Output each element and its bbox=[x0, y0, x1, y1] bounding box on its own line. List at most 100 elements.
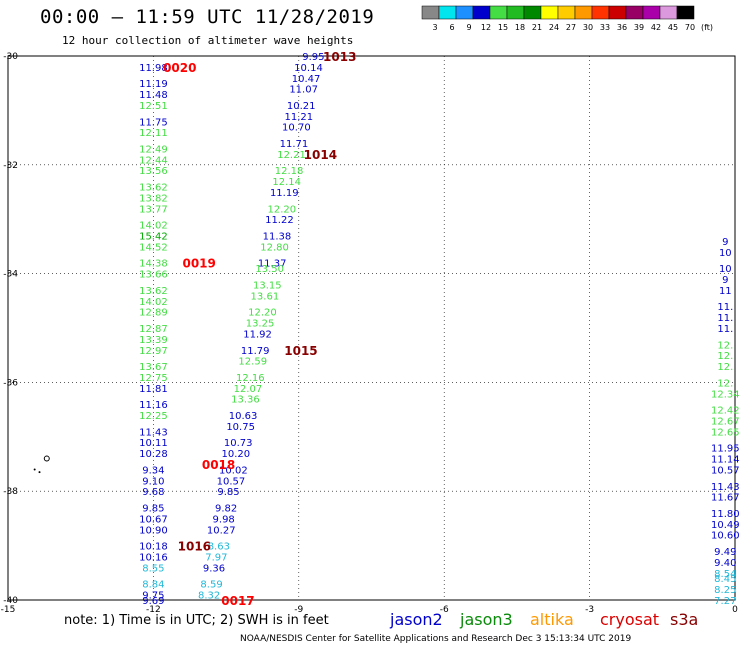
colorbar-label: 3 bbox=[432, 23, 437, 32]
x-tick-label: 0 bbox=[732, 605, 738, 615]
credit-line: NOAA/NESDIS Center for Satellite Applica… bbox=[240, 634, 632, 644]
swh-label: 9.98 bbox=[213, 514, 235, 525]
swh-label: 11.98 bbox=[139, 63, 168, 74]
swh-label: 12.75 bbox=[139, 373, 168, 384]
swh-label: 8.45 bbox=[714, 574, 736, 585]
swh-label: 12.87 bbox=[139, 324, 168, 335]
swh-label: 13.15 bbox=[253, 280, 282, 291]
colorbar-swatch bbox=[642, 5, 661, 20]
swh-label: 11.48 bbox=[139, 90, 168, 101]
colorbar-swatch bbox=[506, 5, 525, 20]
swh-label: 13.39 bbox=[139, 335, 168, 346]
swh-label: 11.21 bbox=[284, 112, 313, 123]
swh-label: 12. bbox=[717, 351, 733, 362]
swh-label: 13.77 bbox=[139, 204, 168, 215]
colorbar-swatch bbox=[540, 5, 559, 20]
colorbar-swatch bbox=[455, 5, 474, 20]
swh-label: 9 bbox=[722, 275, 728, 286]
colorbar-swatch bbox=[659, 5, 678, 20]
x-tick-label: -3 bbox=[585, 605, 594, 615]
time-label: 0020 bbox=[163, 61, 196, 75]
swh-label: 11.14 bbox=[711, 455, 740, 466]
swh-label: 13.82 bbox=[139, 193, 168, 204]
swh-label: 11.19 bbox=[139, 79, 168, 90]
y-tick-label: -40 bbox=[3, 596, 18, 606]
swh-label: 12.07 bbox=[234, 384, 263, 395]
island-icon bbox=[43, 455, 50, 462]
swh-label: 8.25 bbox=[714, 585, 736, 596]
swh-label: 11.71 bbox=[280, 139, 309, 150]
swh-label: 12.80 bbox=[260, 242, 289, 253]
swh-label: 14.52 bbox=[139, 242, 168, 253]
swh-label: 12.89 bbox=[139, 308, 168, 319]
swh-label: 8.54 bbox=[714, 569, 736, 580]
swh-label: 8.59 bbox=[200, 580, 222, 591]
swh-label: 10 bbox=[719, 248, 732, 259]
colorbar-label: 45 bbox=[668, 23, 678, 32]
colorbar-swatch bbox=[574, 5, 593, 20]
y-tick-label: -30 bbox=[3, 52, 18, 62]
colorbar-label: 27 bbox=[566, 23, 576, 32]
swh-label: 12.44 bbox=[139, 155, 168, 166]
colorbar-swatch bbox=[489, 5, 508, 20]
x-tick-label: -9 bbox=[294, 605, 303, 615]
colorbar-label: (ft) bbox=[701, 23, 713, 32]
legend-jason2: jason2 bbox=[390, 610, 443, 629]
swh-label: 10.27 bbox=[207, 525, 236, 536]
swh-label: 10.21 bbox=[287, 101, 316, 112]
swh-label: 11 bbox=[719, 286, 732, 297]
swh-label: 12. bbox=[717, 378, 733, 389]
island-icon bbox=[38, 471, 41, 474]
legend-jason3: jason3 bbox=[460, 610, 513, 629]
colorbar-swatch bbox=[591, 5, 610, 20]
swh-label: 9.49 bbox=[714, 547, 736, 558]
swh-label: 11.92 bbox=[243, 329, 272, 340]
colorbar-label: 9 bbox=[466, 23, 471, 32]
swh-label: 10.57 bbox=[217, 476, 246, 487]
swh-label: 12.59 bbox=[238, 357, 267, 368]
swh-label: 11. bbox=[717, 313, 733, 324]
swh-label: 12.20 bbox=[268, 204, 297, 215]
legend-s3a: s3a bbox=[670, 610, 699, 629]
colorbar-swatch bbox=[608, 5, 627, 20]
swh-label: 12.11 bbox=[139, 128, 168, 139]
colorbar-label: 21 bbox=[532, 23, 542, 32]
swh-label: 10.16 bbox=[139, 552, 168, 563]
swh-label: 10.63 bbox=[229, 411, 258, 422]
colorbar-label: 36 bbox=[617, 23, 627, 32]
swh-label: 14.38 bbox=[139, 259, 168, 270]
swh-label: 11. bbox=[717, 324, 733, 335]
swh-label: 11.75 bbox=[139, 117, 168, 128]
swh-label: 10.70 bbox=[282, 123, 311, 134]
swh-label: 12.97 bbox=[139, 346, 168, 357]
swh-label: 10.67 bbox=[139, 514, 168, 525]
swh-label: 10.73 bbox=[224, 438, 253, 449]
colorbar-label: 12 bbox=[481, 23, 491, 32]
swh-label: 9.82 bbox=[215, 504, 237, 515]
swh-label: 12.67 bbox=[711, 416, 740, 427]
y-tick-label: -36 bbox=[3, 378, 18, 388]
swh-label: 10.90 bbox=[139, 525, 168, 536]
swh-label: 10 bbox=[719, 264, 732, 275]
x-tick-label: -6 bbox=[440, 605, 449, 615]
swh-label: 9.10 bbox=[142, 476, 164, 487]
swh-label: 12. bbox=[717, 340, 733, 351]
colorbar-swatch bbox=[625, 5, 644, 20]
colorbar-label: 30 bbox=[583, 23, 593, 32]
time-label: 1016 bbox=[178, 540, 211, 554]
swh-label: 11. bbox=[717, 302, 733, 313]
swh-label: 12.18 bbox=[275, 166, 304, 177]
swh-label: 10.18 bbox=[139, 542, 168, 553]
swh-label: 11.43 bbox=[139, 427, 168, 438]
swh-label: 12. bbox=[717, 362, 733, 373]
swh-label: 13.56 bbox=[139, 166, 168, 177]
swh-label: 11.95 bbox=[711, 444, 740, 455]
swh-label: 10.14 bbox=[294, 63, 323, 74]
swh-label: 12.34 bbox=[711, 389, 740, 400]
swh-label: 12.51 bbox=[139, 101, 168, 112]
plot-frame bbox=[7, 55, 736, 601]
swh-label: 15.42 bbox=[139, 232, 168, 243]
swh-label: 10.47 bbox=[292, 74, 321, 85]
